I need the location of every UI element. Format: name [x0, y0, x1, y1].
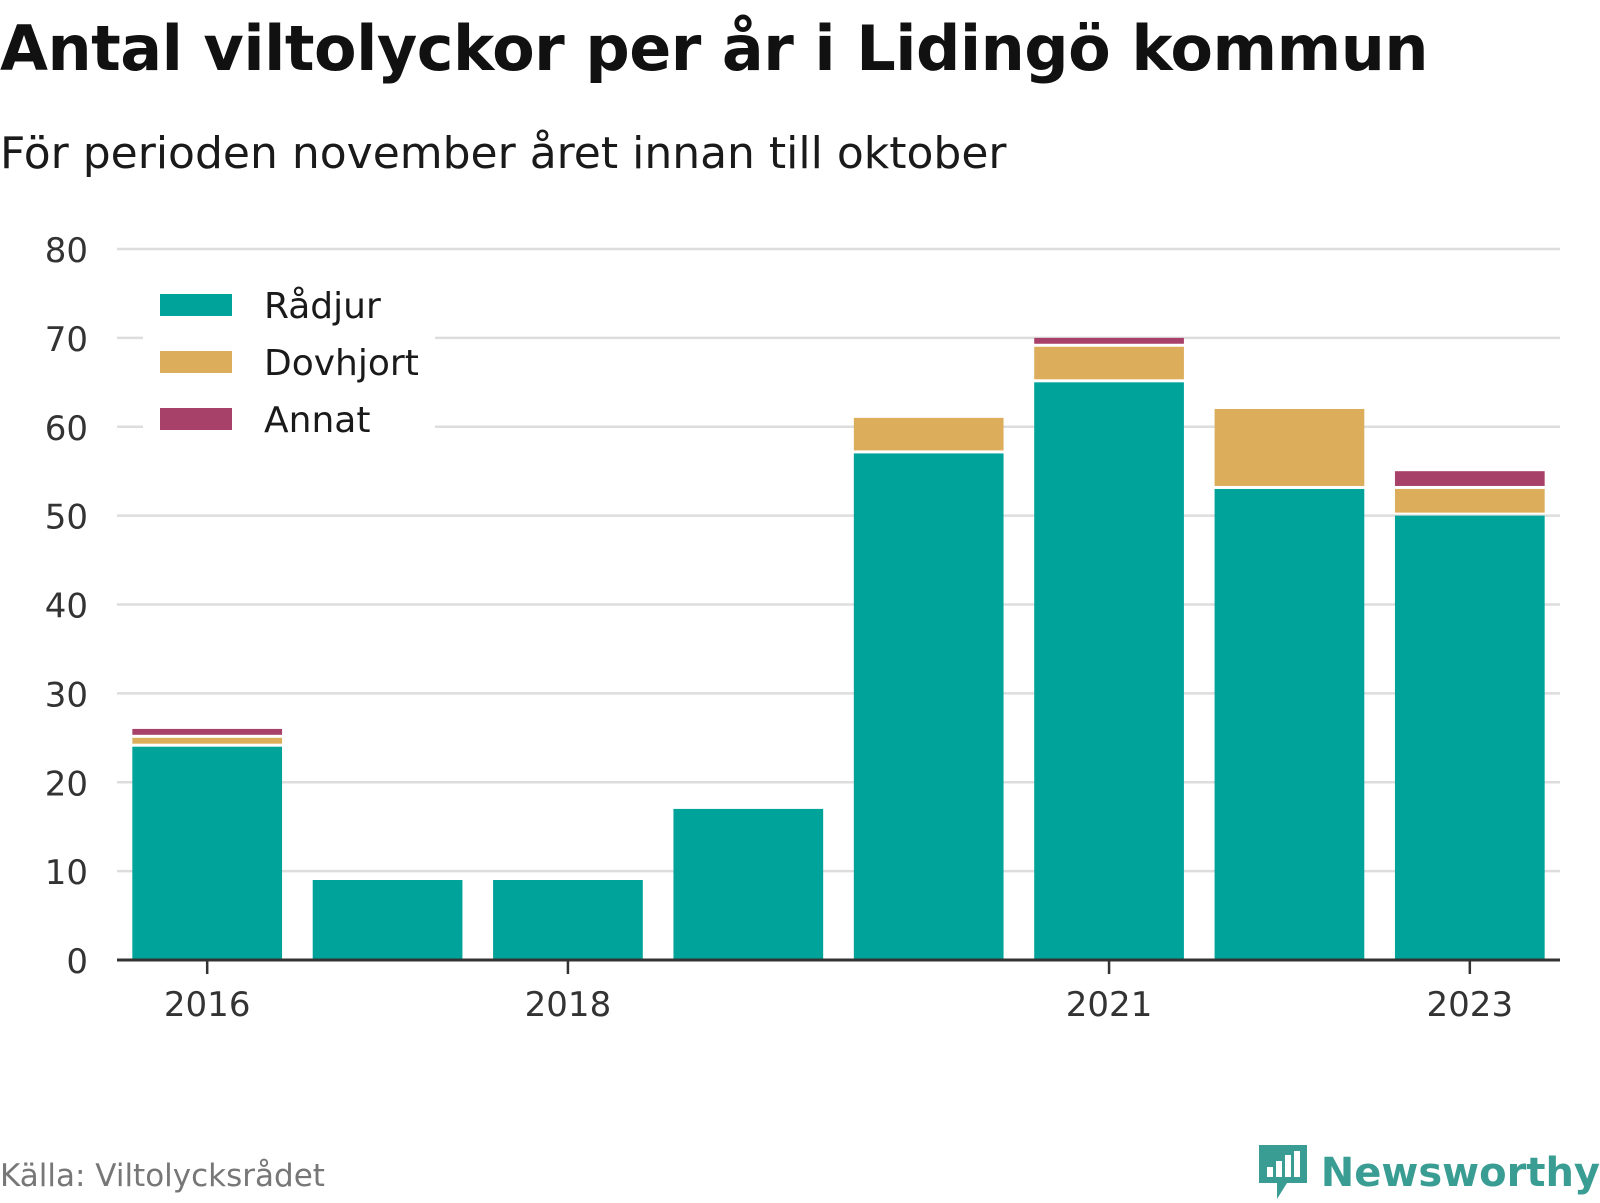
y-tick-label: 0: [66, 942, 88, 982]
bar-dovhjort-2023: [1394, 488, 1545, 513]
brand-name: Newsworthy: [1320, 1150, 1600, 1196]
y-tick-label: 20: [45, 764, 88, 804]
y-tick-label: 50: [45, 498, 88, 538]
source-note: Källa: Viltolycksrådet: [0, 1158, 325, 1194]
bar-rdjur-2020: [853, 453, 1004, 960]
bars: [132, 337, 1545, 960]
x-tick-label: 2018: [525, 985, 612, 1025]
legend-swatch: [160, 294, 232, 316]
bar-rdjur-2016: [132, 746, 283, 960]
legend: Rådjur Dovhjort Annat: [143, 276, 435, 441]
legend-label: Rådjur: [264, 286, 381, 327]
x-axis: 2016 2018 2021 2023: [117, 958, 1560, 1025]
bar-rdjur-2019: [673, 808, 824, 960]
legend-label: Annat: [264, 400, 370, 441]
bar-rdjur-2017: [312, 880, 463, 960]
y-axis-ticks: 0 10 20 30 40 50 60 70 80: [45, 231, 88, 982]
x-tick-label: 2023: [1427, 985, 1514, 1025]
y-tick-label: 60: [45, 409, 88, 449]
chart-title: Antal viltolyckor per år i Lidingö kommu…: [0, 12, 1429, 85]
y-tick-label: 40: [45, 587, 88, 627]
y-tick-label: 70: [45, 320, 88, 360]
chart-subtitle: För perioden november året innan till ok…: [0, 128, 1007, 179]
newsworthy-logo-icon: [1258, 1145, 1307, 1199]
bar-dovhjort-2022: [1214, 408, 1365, 486]
x-tick-label: 2016: [164, 985, 251, 1025]
y-tick-label: 30: [45, 675, 88, 715]
bar-annat-2016: [132, 728, 283, 735]
x-tick-label: 2021: [1066, 985, 1153, 1025]
y-tick-label: 80: [45, 231, 88, 271]
bar-rdjur-2023: [1394, 515, 1545, 960]
bar-dovhjort-2016: [132, 737, 283, 744]
bar-annat-2021: [1034, 337, 1184, 344]
bar-dovhjort-2021: [1034, 346, 1184, 380]
legend-label: Dovhjort: [264, 343, 419, 384]
brand-logo: Newsworthy: [1257, 1143, 1600, 1203]
bar-dovhjort-2020: [853, 417, 1004, 451]
y-tick-label: 10: [45, 853, 88, 893]
bar-rdjur-2021: [1034, 382, 1184, 960]
legend-swatch: [160, 351, 232, 373]
bar-rdjur-2022: [1214, 488, 1365, 960]
bar-rdjur-2018: [493, 880, 643, 960]
bar-annat-2023: [1394, 471, 1545, 486]
legend-swatch: [160, 408, 232, 430]
